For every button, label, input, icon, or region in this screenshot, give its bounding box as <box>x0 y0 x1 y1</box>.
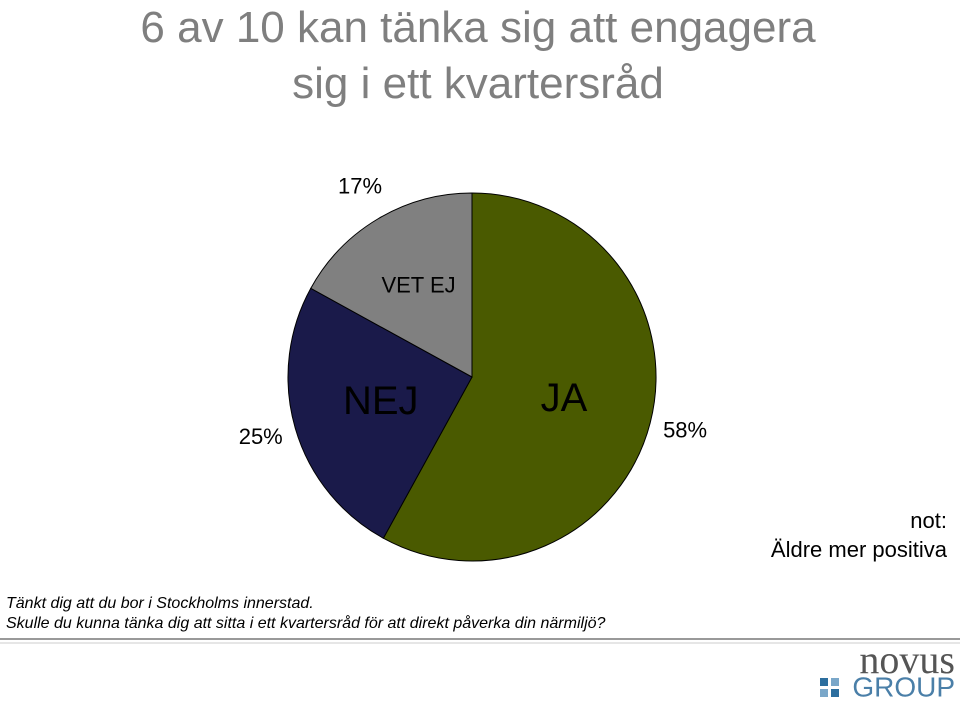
slice-label: JA <box>541 376 588 420</box>
chart-title: 6 av 10 kan tänka sig att engagera sig i… <box>140 3 816 108</box>
logo-sub: GROUP <box>852 671 955 702</box>
value-label: 17% <box>338 173 382 198</box>
pie-slice <box>287 287 473 539</box>
footnote: Tänkt dig att du bor i Stockholms inners… <box>6 595 314 612</box>
logo-icon <box>820 678 839 697</box>
value-label: 58% <box>663 418 707 443</box>
annotation: Äldre mer positiva <box>771 537 948 562</box>
footnote: Skulle du kunna tänka dig att sitta i et… <box>6 614 606 632</box>
annotation: not: <box>910 508 947 533</box>
pie-slice <box>310 192 473 378</box>
slice-label: VET EJ <box>381 272 455 297</box>
pie-slice <box>382 192 657 562</box>
slice-label: NEJ <box>343 379 419 423</box>
logo-name: novus <box>859 637 955 682</box>
value-label: 25% <box>239 424 283 449</box>
